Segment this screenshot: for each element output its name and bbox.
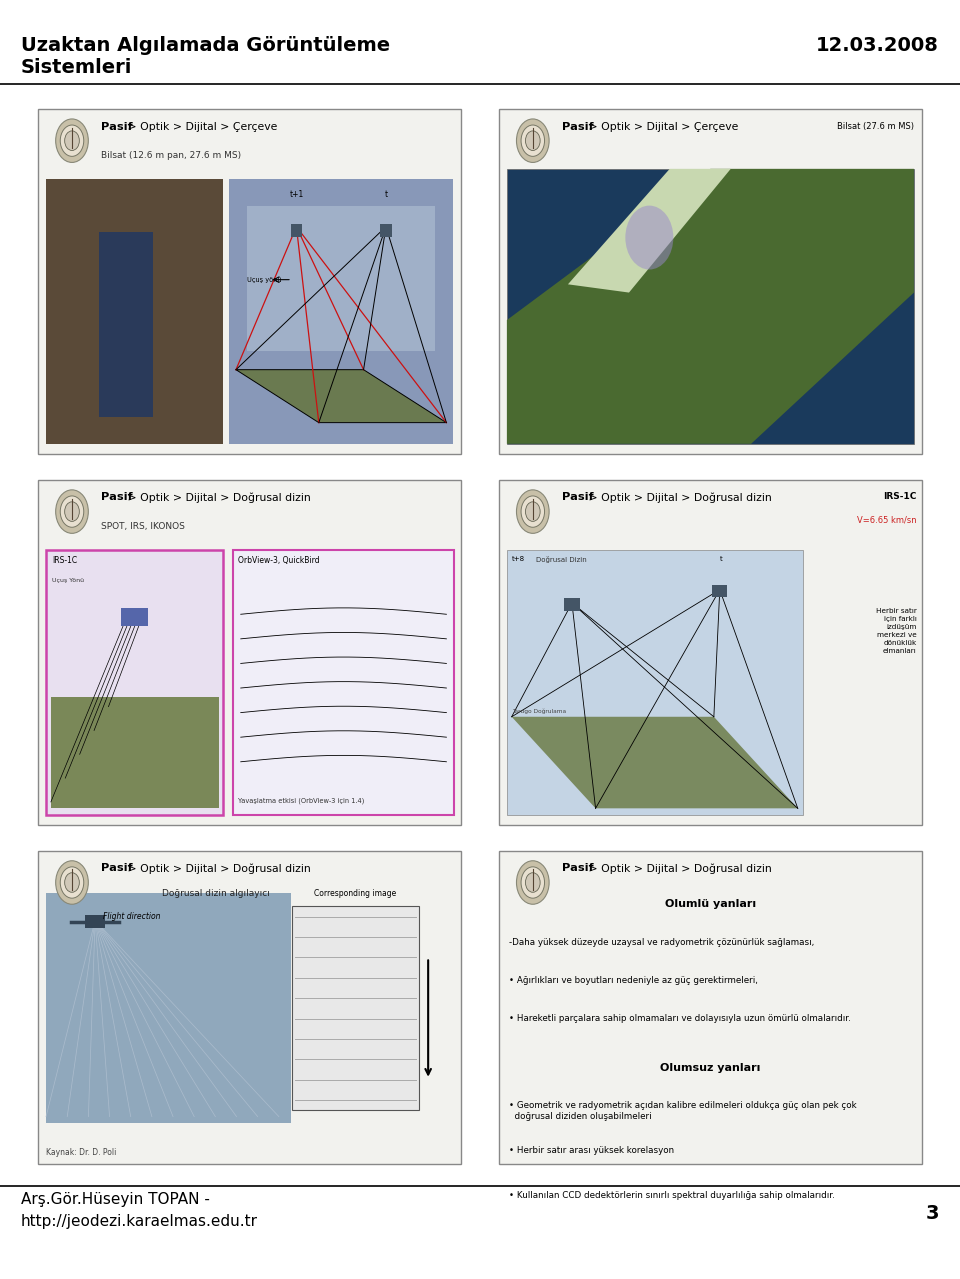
FancyBboxPatch shape bbox=[499, 480, 922, 825]
Text: Kaynak: Dr. D. Poli: Kaynak: Dr. D. Poli bbox=[46, 1149, 116, 1157]
Circle shape bbox=[525, 130, 540, 151]
Text: > Optik > Dijital > Çerçeve: > Optik > Dijital > Çerçeve bbox=[124, 122, 277, 132]
Text: SPOT, IRS, IKONOS: SPOT, IRS, IKONOS bbox=[101, 522, 184, 531]
FancyBboxPatch shape bbox=[507, 169, 914, 444]
Circle shape bbox=[516, 119, 549, 162]
Text: -Daha yüksek düzeyde uzaysal ve radyometrik çözünürlük sağlaması,: -Daha yüksek düzeyde uzaysal ve radyomet… bbox=[509, 938, 814, 946]
Circle shape bbox=[60, 867, 84, 898]
Polygon shape bbox=[507, 169, 914, 444]
Text: Doğrusal Dizin: Doğrusal Dizin bbox=[536, 556, 587, 563]
Text: > Optik > Dijital > Çerçeve: > Optik > Dijital > Çerçeve bbox=[585, 122, 738, 132]
Text: > Optik > Dijital > Doğrusal dizin: > Optik > Dijital > Doğrusal dizin bbox=[124, 492, 311, 503]
Text: t+8: t+8 bbox=[512, 556, 525, 563]
Text: t: t bbox=[384, 189, 388, 198]
Text: • Kullanılan CCD dedektörlerin sınırlı spektral duyarlılığa sahip olmalarıdır.: • Kullanılan CCD dedektörlerin sınırlı s… bbox=[509, 1191, 834, 1200]
Text: Pasif: Pasif bbox=[101, 863, 132, 874]
FancyBboxPatch shape bbox=[38, 109, 461, 454]
Circle shape bbox=[64, 130, 80, 151]
Text: 12.03.2008: 12.03.2008 bbox=[816, 36, 939, 55]
FancyBboxPatch shape bbox=[46, 893, 291, 1123]
Text: Arş.Gör.Hüseyin TOPAN -: Arş.Gör.Hüseyin TOPAN - bbox=[21, 1192, 210, 1207]
FancyBboxPatch shape bbox=[292, 907, 419, 1110]
FancyBboxPatch shape bbox=[380, 224, 392, 237]
Text: Pasif: Pasif bbox=[562, 863, 593, 874]
Text: Tarugo Doğrulama: Tarugo Doğrulama bbox=[512, 709, 565, 715]
Text: > Optik > Dijital > Doğrusal dizin: > Optik > Dijital > Doğrusal dizin bbox=[124, 863, 311, 874]
FancyBboxPatch shape bbox=[499, 851, 922, 1164]
FancyBboxPatch shape bbox=[712, 585, 728, 597]
FancyBboxPatch shape bbox=[229, 179, 453, 444]
Text: t+1: t+1 bbox=[289, 189, 303, 198]
Text: Pasif: Pasif bbox=[562, 492, 593, 503]
Text: http://jeodezi.karaelmas.edu.tr: http://jeodezi.karaelmas.edu.tr bbox=[21, 1214, 258, 1229]
Text: • Ağırlıkları ve boyutları nedeniyle az güç gerektirmeleri,: • Ağırlıkları ve boyutları nedeniyle az … bbox=[509, 976, 757, 985]
Text: > Optik > Dijital > Doğrusal dizin: > Optik > Dijital > Doğrusal dizin bbox=[585, 492, 772, 503]
FancyBboxPatch shape bbox=[99, 231, 153, 417]
Text: IRS-1C: IRS-1C bbox=[883, 492, 917, 501]
Text: Herbir satır
için farklı
izdüşüm
merkezi ve
dönüklük
elmanları: Herbir satır için farklı izdüşüm merkezi… bbox=[876, 608, 917, 654]
Circle shape bbox=[521, 125, 544, 156]
FancyBboxPatch shape bbox=[38, 480, 461, 825]
Text: Pasif: Pasif bbox=[101, 492, 132, 503]
FancyBboxPatch shape bbox=[121, 609, 148, 627]
Text: Olumsuz yanları: Olumsuz yanları bbox=[660, 1063, 760, 1073]
Polygon shape bbox=[236, 370, 446, 422]
FancyBboxPatch shape bbox=[85, 916, 105, 929]
FancyBboxPatch shape bbox=[233, 550, 454, 815]
Text: • Hareketli parçalara sahip olmamaları ve dolayısıyla uzun ömürlü olmalarıdır.: • Hareketli parçalara sahip olmamaları v… bbox=[509, 1014, 851, 1023]
Circle shape bbox=[56, 119, 88, 162]
Text: Flight direction: Flight direction bbox=[103, 912, 160, 921]
Text: IRS-1C: IRS-1C bbox=[52, 556, 77, 565]
Circle shape bbox=[516, 861, 549, 904]
Polygon shape bbox=[568, 169, 731, 293]
Text: Bilsat (27.6 m MS): Bilsat (27.6 m MS) bbox=[837, 122, 914, 130]
Circle shape bbox=[521, 496, 544, 527]
Text: Corresponding image: Corresponding image bbox=[314, 889, 396, 898]
Text: V=6.65 km/sn: V=6.65 km/sn bbox=[857, 515, 917, 524]
FancyBboxPatch shape bbox=[46, 550, 224, 815]
Circle shape bbox=[60, 125, 84, 156]
Circle shape bbox=[525, 501, 540, 522]
FancyBboxPatch shape bbox=[46, 179, 224, 444]
Text: OrbView-3, QuickBird: OrbView-3, QuickBird bbox=[238, 556, 320, 565]
Text: Pasif: Pasif bbox=[101, 122, 132, 132]
Circle shape bbox=[60, 496, 84, 527]
Text: t: t bbox=[720, 556, 723, 563]
Text: • Herbir satır arası yüksek korelasyon: • Herbir satır arası yüksek korelasyon bbox=[509, 1146, 674, 1155]
Polygon shape bbox=[512, 716, 798, 808]
Circle shape bbox=[64, 872, 80, 893]
Text: Uçuş Yönü: Uçuş Yönü bbox=[52, 578, 84, 583]
Text: 3: 3 bbox=[925, 1204, 939, 1223]
FancyBboxPatch shape bbox=[247, 206, 435, 352]
Circle shape bbox=[56, 490, 88, 533]
Text: Sistemleri: Sistemleri bbox=[21, 58, 132, 77]
FancyBboxPatch shape bbox=[564, 597, 580, 610]
Text: > Optik > Dijital > Doğrusal dizin: > Optik > Dijital > Doğrusal dizin bbox=[585, 863, 772, 874]
Circle shape bbox=[516, 490, 549, 533]
Circle shape bbox=[64, 501, 80, 522]
Text: Yavaşlatma etkisi (OrbView-3 için 1.4): Yavaşlatma etkisi (OrbView-3 için 1.4) bbox=[238, 798, 364, 804]
Circle shape bbox=[56, 861, 88, 904]
FancyBboxPatch shape bbox=[507, 550, 803, 815]
FancyBboxPatch shape bbox=[499, 109, 922, 454]
Text: Olumlü yanları: Olumlü yanları bbox=[665, 899, 756, 909]
FancyBboxPatch shape bbox=[38, 851, 461, 1164]
Circle shape bbox=[625, 206, 673, 270]
Text: • Geometrik ve radyometrik açıdan kalibre edilmeleri oldukça güç olan pek çok
  : • Geometrik ve radyometrik açıdan kalibr… bbox=[509, 1101, 856, 1120]
FancyBboxPatch shape bbox=[291, 224, 302, 237]
Text: Uçuş yönü: Uçuş yönü bbox=[247, 276, 282, 283]
Text: Bilsat (12.6 m pan, 27.6 m MS): Bilsat (12.6 m pan, 27.6 m MS) bbox=[101, 151, 241, 160]
Circle shape bbox=[521, 867, 544, 898]
Text: Pasif: Pasif bbox=[562, 122, 593, 132]
Text: Uzaktan Algılamada Görüntüleme: Uzaktan Algılamada Görüntüleme bbox=[21, 36, 391, 55]
Text: Doğrusal dizin algılayıcı: Doğrusal dizin algılayıcı bbox=[162, 889, 270, 898]
Circle shape bbox=[525, 872, 540, 893]
FancyBboxPatch shape bbox=[51, 697, 219, 808]
